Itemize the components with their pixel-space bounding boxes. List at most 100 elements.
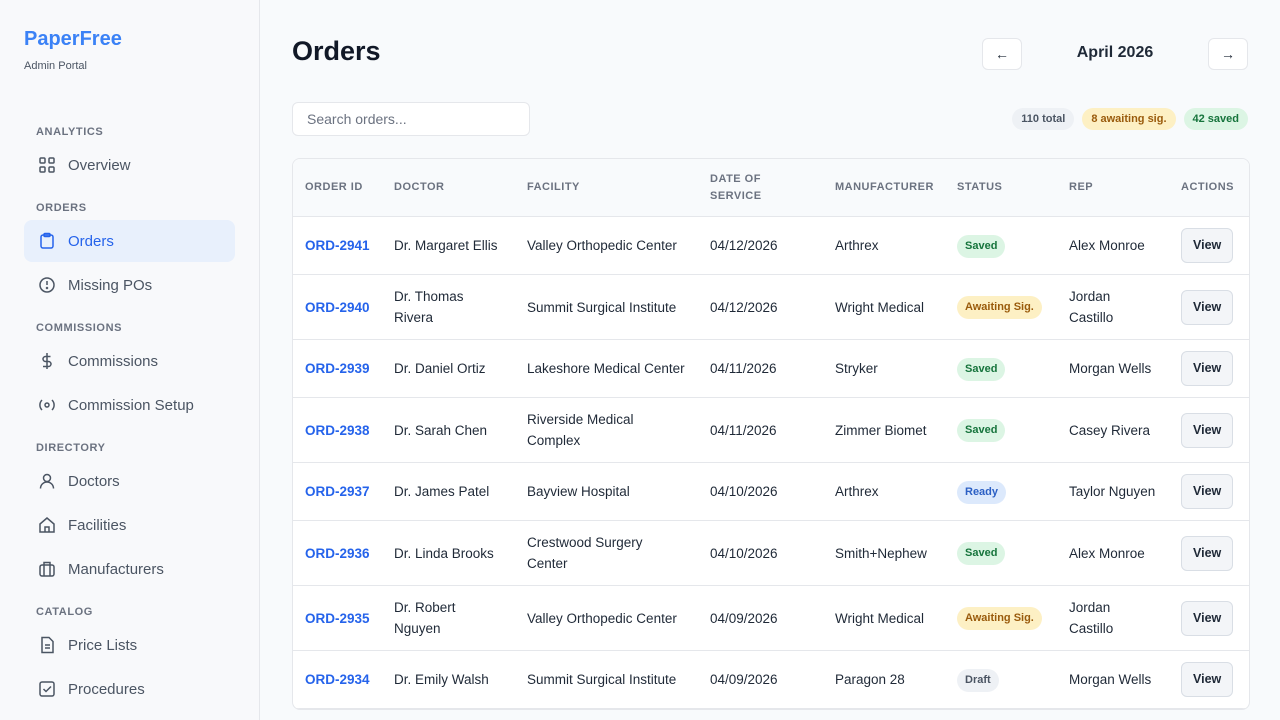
nav-label: Missing POs: [68, 276, 153, 294]
order-row: ORD-2938 Dr. Sarah Chen Riverside Medical …: [293, 397, 1249, 463]
id-cell[interactable]: ORD-2937: [293, 462, 382, 521]
doctor-cell: Dr. Daniel Ortiz: [382, 339, 515, 398]
brand-subtitle: Admin Portal: [24, 60, 87, 72]
nav-item[interactable]: Doctors: [24, 460, 235, 502]
facility-cell: Riverside Medical Complex: [515, 397, 698, 463]
status-badge: Saved: [957, 542, 1006, 565]
nav-item[interactable]: Facilities: [24, 504, 235, 546]
search-input[interactable]: Search orders...: [292, 102, 530, 136]
nav-label: Procedures: [68, 680, 145, 698]
manufacturer-cell: Wright Medical: [823, 274, 945, 340]
table: ORDER ID DOCTOR FACILITY DATE OF SERVICE MAN…: [293, 159, 1249, 709]
manufacturer-cell: Stryker: [823, 339, 945, 398]
id-cell[interactable]: ORD-2941: [293, 216, 382, 275]
count-badge: 8 awaiting sig.: [1082, 108, 1176, 130]
status-badge: Draft: [957, 668, 999, 692]
nav-label: Manufacturers: [68, 560, 164, 578]
view-button[interactable]: View: [1181, 662, 1234, 697]
order-row: ORD-2937 Dr. James Patel Bayview Hospital 0…: [293, 462, 1249, 521]
status-cell: Draft: [945, 650, 1057, 709]
rep-cell: Morgan Wells: [1057, 339, 1169, 398]
nav-icon: [39, 561, 55, 577]
order-row: ORD-2939 Dr. Daniel Ortiz Lakeshore Medica…: [293, 339, 1249, 398]
nav-label: Facilities: [68, 516, 127, 534]
nav-icon: [39, 517, 55, 533]
status-cell: Saved: [945, 339, 1057, 398]
status-badge: Saved: [957, 357, 1006, 381]
nav-section-label: ANALYTICS: [36, 126, 104, 138]
view-button[interactable]: View: [1181, 600, 1234, 636]
date-cell: 04/11/2026: [698, 339, 823, 398]
status-cell: Awaiting Sig.: [945, 585, 1057, 651]
date-cell: 04/12/2026: [698, 216, 823, 275]
manufacturer-cell: Paragon 28: [823, 650, 945, 709]
rep-cell: Jordan Castillo: [1057, 274, 1169, 340]
brand-name[interactable]: PaperFree: [24, 28, 122, 50]
manufacturer-cell: Arthrex: [823, 462, 945, 521]
nav-section-label: ORDERS: [36, 202, 87, 214]
nav-item[interactable]: Manufacturers: [24, 548, 235, 590]
nav-item[interactable]: Price Lists: [24, 624, 235, 666]
date-cell: 04/10/2026: [698, 462, 823, 521]
doctor-cell: Dr. James Patel: [382, 462, 515, 521]
next-month[interactable]: →: [1208, 38, 1248, 70]
facility-cell: Valley Orthopedic Center: [515, 216, 698, 275]
doctor-cell: Dr. Robert Nguyen: [382, 585, 515, 651]
order-row: ORD-2934 Dr. Emily Walsh Summit Surgical I…: [293, 650, 1249, 709]
id-cell[interactable]: ORD-2936: [293, 520, 382, 586]
nav-icon: [39, 473, 55, 489]
action-cell: View: [1169, 216, 1249, 275]
page-title: Orders: [292, 36, 381, 66]
header-row: ORDER ID DOCTOR FACILITY DATE OF SERVICE MAN…: [293, 159, 1249, 217]
column-header: DOCTOR: [382, 159, 515, 217]
id-cell[interactable]: ORD-2940: [293, 274, 382, 340]
prev-month[interactable]: ←: [982, 38, 1022, 70]
table-body: ORD-2941 Dr. Margaret Ellis Valley Orthope…: [293, 216, 1249, 709]
view-button[interactable]: View: [1181, 228, 1234, 263]
date-cell: 04/11/2026: [698, 397, 823, 463]
date-cell: 04/10/2026: [698, 520, 823, 586]
date-cell: 04/09/2026: [698, 585, 823, 651]
view-button[interactable]: View: [1181, 535, 1234, 571]
nav-item[interactable]: Commissions: [24, 340, 235, 382]
status-cell: Saved: [945, 397, 1057, 463]
id-cell[interactable]: ORD-2939: [293, 339, 382, 398]
doctor-cell: Dr. Margaret Ellis: [382, 216, 515, 275]
column-header: STATUS: [945, 159, 1057, 217]
column-header: FACILITY: [515, 159, 698, 217]
nav-item[interactable]: Procedures: [24, 668, 235, 710]
view-button[interactable]: View: [1181, 351, 1234, 386]
rep-cell: Jordan Castillo: [1057, 585, 1169, 651]
nav-icon: [39, 157, 55, 173]
id-cell[interactable]: ORD-2938: [293, 397, 382, 463]
view-button[interactable]: View: [1181, 412, 1234, 448]
date-cell: 04/09/2026: [698, 650, 823, 709]
order-row: ORD-2936 Dr. Linda Brooks Crestwood Surger…: [293, 520, 1249, 586]
status-badge: Awaiting Sig.: [957, 607, 1042, 630]
nav-label: Overview: [68, 156, 131, 174]
id-cell[interactable]: ORD-2934: [293, 650, 382, 709]
doctor-cell: Dr. Emily Walsh: [382, 650, 515, 709]
nav-item[interactable]: Overview: [24, 144, 235, 186]
count-badge: 110 total: [1012, 108, 1075, 130]
nav-item[interactable]: Missing POs: [24, 264, 235, 306]
facility-cell: Bayview Hospital: [515, 462, 698, 521]
status-badge: Ready: [957, 480, 1007, 504]
nav-icon: [39, 681, 55, 697]
orders-table: ORDER ID DOCTOR FACILITY DATE OF SERVICE MAN…: [292, 158, 1250, 710]
count-badge: 42 saved: [1183, 108, 1248, 130]
facility-cell: Valley Orthopedic Center: [515, 585, 698, 651]
nav-item[interactable]: Commission Setup: [24, 384, 235, 426]
doctor-cell: Dr. Thomas Rivera: [382, 274, 515, 340]
view-button[interactable]: View: [1181, 289, 1234, 325]
view-button[interactable]: View: [1181, 474, 1234, 509]
sidebar: PaperFree Admin Portal ANALYTICS Overview…: [0, 0, 260, 720]
nav-icon: [41, 636, 54, 654]
nav-item[interactable]: Orders: [24, 220, 235, 262]
order-row: ORD-2940 Dr. Thomas Rivera Summit Surgical…: [293, 274, 1249, 340]
nav: ANALYTICS Overview ORDERS Orders Missing POs…: [24, 112, 235, 712]
id-cell[interactable]: ORD-2935: [293, 585, 382, 651]
column-header: DATE OF SERVICE: [698, 159, 823, 217]
